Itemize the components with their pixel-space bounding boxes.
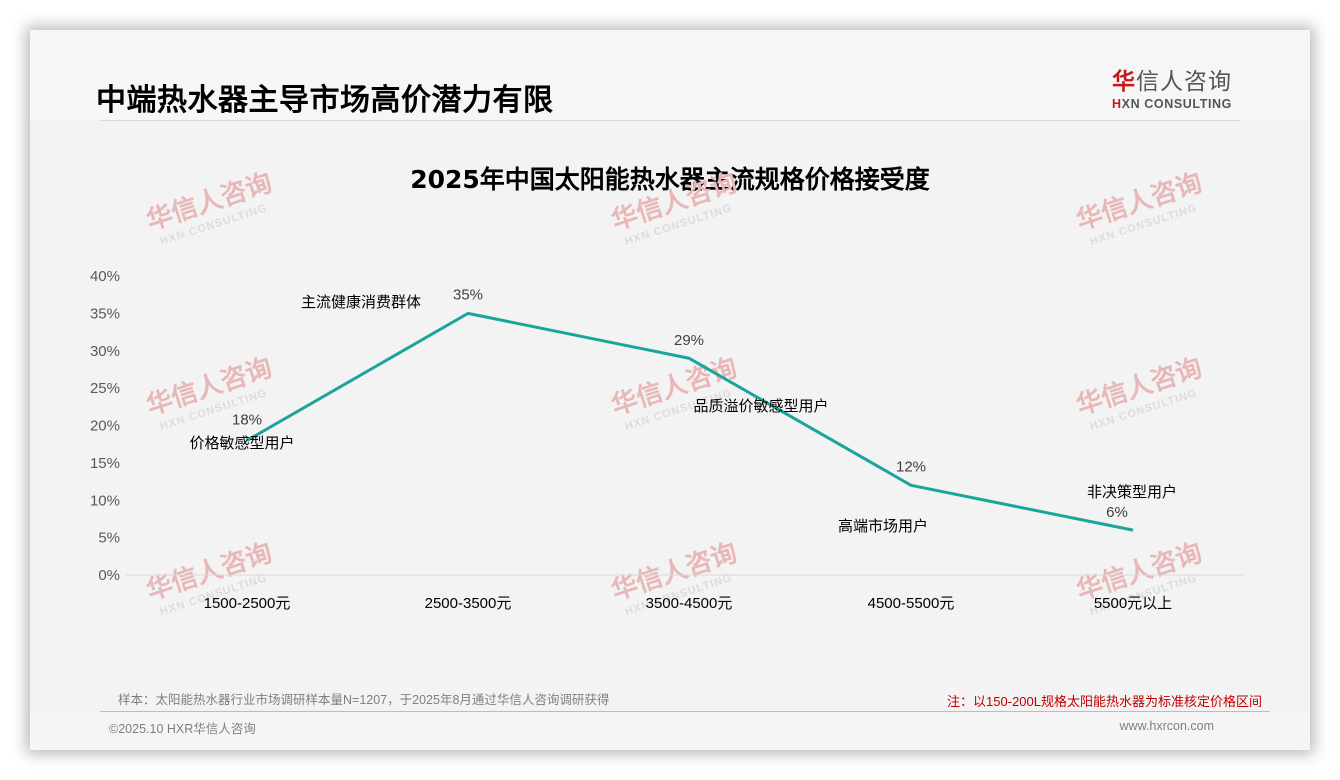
- header-divider: [100, 120, 1240, 121]
- data-labels: 18% 35% 29% 12% 6%: [232, 286, 1128, 521]
- y-tick-label: 25%: [90, 380, 120, 397]
- x-tick-label: 2500-3500元: [425, 595, 512, 612]
- website-link[interactable]: www.hxrcon.com: [1119, 719, 1214, 733]
- segment-annotation: 品质溢价敏感型用户: [693, 398, 828, 415]
- chart-title: 2025年中国太阳能热水器主流规格价格接受度: [410, 165, 930, 194]
- x-tick-label: 4500-5500元: [868, 595, 955, 612]
- logo-english: HXN CONSULTING: [1112, 97, 1232, 111]
- price-footnote: 注：以150-200L规格太阳能热水器为标准核定价格区间: [947, 694, 1262, 709]
- y-tick-label: 15%: [90, 455, 120, 472]
- segment-annotation: 价格敏感型用户: [189, 435, 294, 452]
- y-tick-label: 40%: [90, 268, 120, 285]
- y-tick-label: 30%: [90, 343, 120, 360]
- segment-annotation: 高端市场用户: [838, 518, 928, 535]
- y-tick-label: 10%: [90, 492, 120, 509]
- data-label: 18%: [232, 411, 262, 428]
- source-note: 样本：太阳能热水器行业市场调研样本量N=1207，于2025年8月通过华信人咨询…: [118, 693, 610, 707]
- copyright: ©2025.10 HXR华信人咨询: [109, 722, 256, 736]
- y-tick-label: 0%: [98, 567, 120, 584]
- slide: 中端热水器主导市场高价潜力有限 华信人咨询 HXN CONSULTING 202…: [30, 30, 1310, 750]
- x-tick-label: 5500元以上: [1094, 595, 1172, 612]
- y-axis: 0% 5% 10% 15% 20% 25% 30% 35% 40%: [90, 268, 120, 584]
- footer-divider: [100, 711, 1270, 712]
- data-label: 6%: [1106, 504, 1128, 521]
- x-axis: 1500-2500元 2500-3500元 3500-4500元 4500-5500元…: [204, 595, 1173, 612]
- footer-band: [30, 712, 1310, 750]
- header-band: [30, 30, 1310, 120]
- data-label: 35%: [453, 286, 483, 303]
- y-tick-label: 20%: [90, 418, 120, 435]
- x-tick-label: 3500-4500元: [646, 595, 733, 612]
- series-line: [246, 311, 1134, 532]
- y-tick-label: 5%: [98, 530, 120, 547]
- data-label: 12%: [896, 458, 926, 475]
- page-title: 中端热水器主导市场高价潜力有限: [96, 83, 554, 118]
- y-tick-label: 35%: [90, 305, 120, 322]
- segment-annotation: 主流健康消费群体: [301, 294, 421, 311]
- company-logo: 华信人咨询 HXN CONSULTING: [1112, 62, 1242, 111]
- data-label: 29%: [674, 332, 704, 349]
- logo-chinese: 华信人咨询: [1112, 69, 1232, 95]
- segment-annotation: 非决策型用户: [1087, 484, 1177, 501]
- x-tick-label: 1500-2500元: [204, 595, 291, 612]
